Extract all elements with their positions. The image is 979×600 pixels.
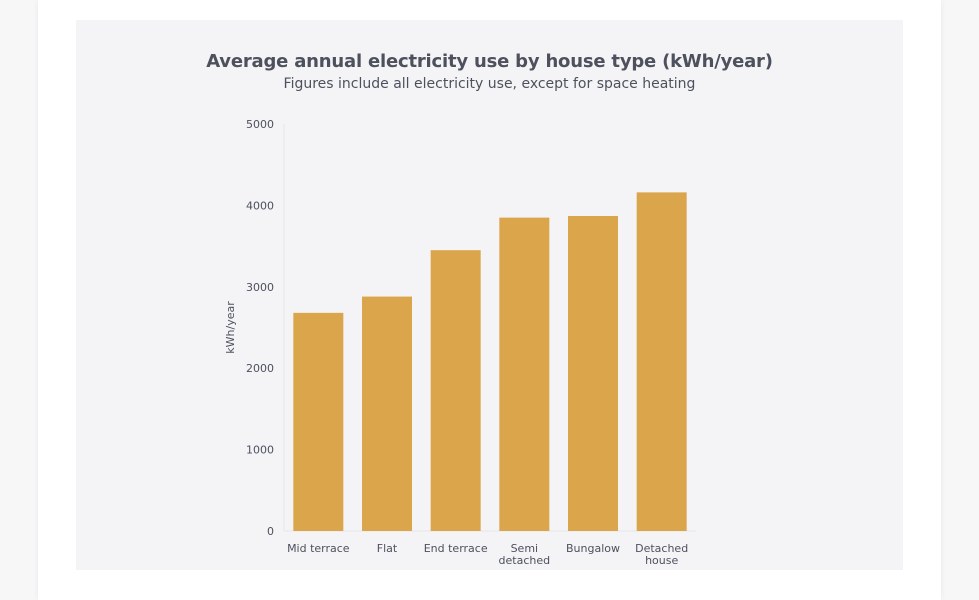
bar bbox=[293, 312, 344, 531]
x-tick-label-line: Semi bbox=[511, 542, 539, 555]
bar bbox=[362, 296, 412, 531]
x-tick-label-line: Flat bbox=[377, 542, 398, 555]
y-tick-label: 4000 bbox=[246, 199, 274, 212]
bar bbox=[636, 192, 687, 531]
x-tick-label: Semi detached bbox=[499, 542, 551, 567]
x-tick-label-line: house bbox=[645, 554, 678, 567]
x-tick-label-line: Detached bbox=[635, 542, 688, 555]
chart-title: Average annual electricity use by house … bbox=[206, 51, 773, 72]
x-tick-label-line: Mid terrace bbox=[287, 542, 350, 555]
bar bbox=[499, 217, 550, 532]
chart-subtitle: Figures include all electricity use, exc… bbox=[283, 76, 696, 92]
x-tick-label: Bungalow bbox=[566, 542, 620, 555]
x-tick-label: Detached house bbox=[635, 542, 688, 567]
x-tick-label-line: detached bbox=[499, 554, 551, 567]
y-axis-label: kWh/year bbox=[224, 301, 237, 354]
x-tick-label: Mid terrace bbox=[287, 542, 350, 555]
y-tick-label: 3000 bbox=[246, 281, 274, 294]
x-tick-label-line: Bungalow bbox=[566, 542, 620, 555]
bar bbox=[568, 215, 618, 531]
x-tick-label-line: End terrace bbox=[424, 542, 488, 555]
y-tick-label: 5000 bbox=[246, 118, 274, 131]
chart-panel: Average annual electricity use by house … bbox=[76, 20, 903, 570]
y-tick-label: 1000 bbox=[246, 444, 274, 457]
y-tick-label: 2000 bbox=[246, 362, 274, 375]
y-tick-label: 0 bbox=[267, 525, 274, 538]
bar-chart: 0 1000 2000 3000 4000 5000 kWh/year Mid terrace… bbox=[224, 118, 696, 567]
bar bbox=[430, 250, 481, 532]
x-tick-label: Flat bbox=[377, 542, 398, 555]
x-tick-label: End terrace bbox=[424, 542, 488, 555]
